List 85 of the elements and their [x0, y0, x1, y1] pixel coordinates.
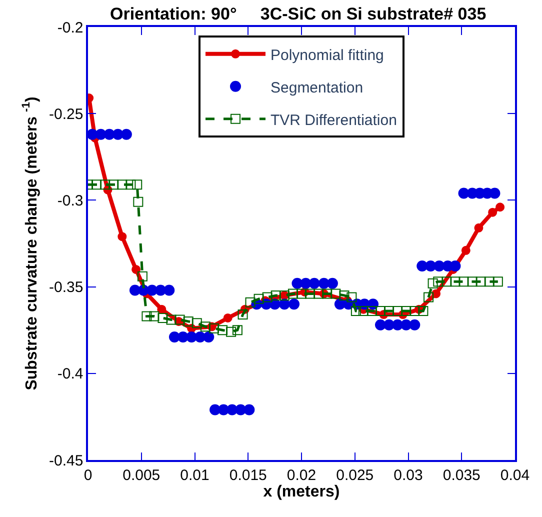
point	[418, 306, 428, 316]
point	[149, 311, 160, 322]
point	[330, 288, 341, 299]
point	[183, 316, 194, 326]
point	[428, 278, 438, 288]
point	[288, 288, 298, 299]
point	[484, 276, 494, 287]
x-tick-label: 0.03	[394, 466, 423, 484]
point	[120, 128, 132, 140]
point	[132, 180, 142, 190]
point	[166, 314, 176, 325]
point	[118, 232, 127, 242]
point	[158, 312, 168, 323]
point	[100, 180, 110, 190]
point	[92, 180, 102, 190]
point	[474, 223, 484, 232]
legend-label: Polynomial fitting	[270, 46, 384, 64]
point	[488, 208, 498, 217]
x-tick-label: 0.035	[442, 466, 480, 484]
y-tick-label: -0.25	[49, 106, 84, 123]
point	[392, 306, 403, 316]
point	[496, 202, 505, 212]
point	[305, 288, 316, 299]
point	[308, 278, 320, 289]
point	[226, 326, 236, 337]
point	[476, 276, 486, 287]
point	[461, 246, 470, 255]
point	[409, 319, 420, 330]
point	[339, 290, 350, 300]
point	[424, 292, 434, 302]
point	[142, 311, 152, 322]
point	[238, 310, 248, 320]
point	[433, 276, 444, 287]
point	[157, 304, 166, 314]
point	[326, 278, 338, 289]
x-tick-label: 0.04	[500, 466, 530, 484]
chart-title: Orientation: 90° 3C-SiC on Si substrate# 035	[110, 4, 486, 24]
point	[164, 284, 175, 296]
point	[401, 306, 412, 316]
y-tick-label: -0.45	[49, 452, 84, 470]
x-axis-title: x (meters)	[263, 484, 340, 501]
point	[245, 297, 256, 308]
point	[208, 323, 219, 334]
y-tick-label: -0.35	[49, 279, 84, 296]
legend-label: TVR Differentiation	[270, 112, 397, 129]
point	[358, 306, 368, 316]
x-tick-label: 0.005	[122, 466, 160, 484]
x-tick-label: 0.025	[336, 466, 374, 484]
y-tick-label: -0.2	[57, 19, 84, 36]
point	[288, 298, 300, 310]
point	[254, 294, 264, 304]
point	[192, 318, 202, 328]
point	[442, 276, 452, 287]
point	[296, 288, 306, 299]
x-tick-label: 0.02	[286, 466, 316, 484]
point	[410, 306, 420, 316]
point	[314, 288, 324, 299]
point	[218, 325, 228, 336]
point	[223, 313, 232, 322]
point	[126, 180, 136, 190]
y-tick-label: -0.4	[57, 366, 84, 383]
x-tick-label: 0	[84, 466, 92, 484]
point	[232, 325, 242, 336]
point	[489, 188, 500, 199]
point	[133, 196, 144, 207]
x-tick-label: 0.015	[229, 466, 267, 484]
x-tick-label: 0.01	[180, 466, 210, 484]
point	[346, 292, 357, 302]
point	[117, 180, 128, 190]
point	[450, 276, 460, 287]
point	[137, 271, 148, 282]
point	[262, 292, 272, 302]
point	[203, 332, 214, 343]
legend-label: Segmentation	[270, 79, 364, 96]
point	[467, 276, 478, 287]
point	[200, 322, 210, 332]
point	[322, 288, 332, 299]
point	[492, 276, 503, 287]
point	[458, 276, 469, 287]
point	[270, 290, 281, 300]
point	[108, 180, 119, 190]
point	[132, 264, 141, 274]
point	[244, 404, 255, 416]
y-tick-label: -0.3	[57, 192, 84, 210]
point	[350, 306, 361, 316]
